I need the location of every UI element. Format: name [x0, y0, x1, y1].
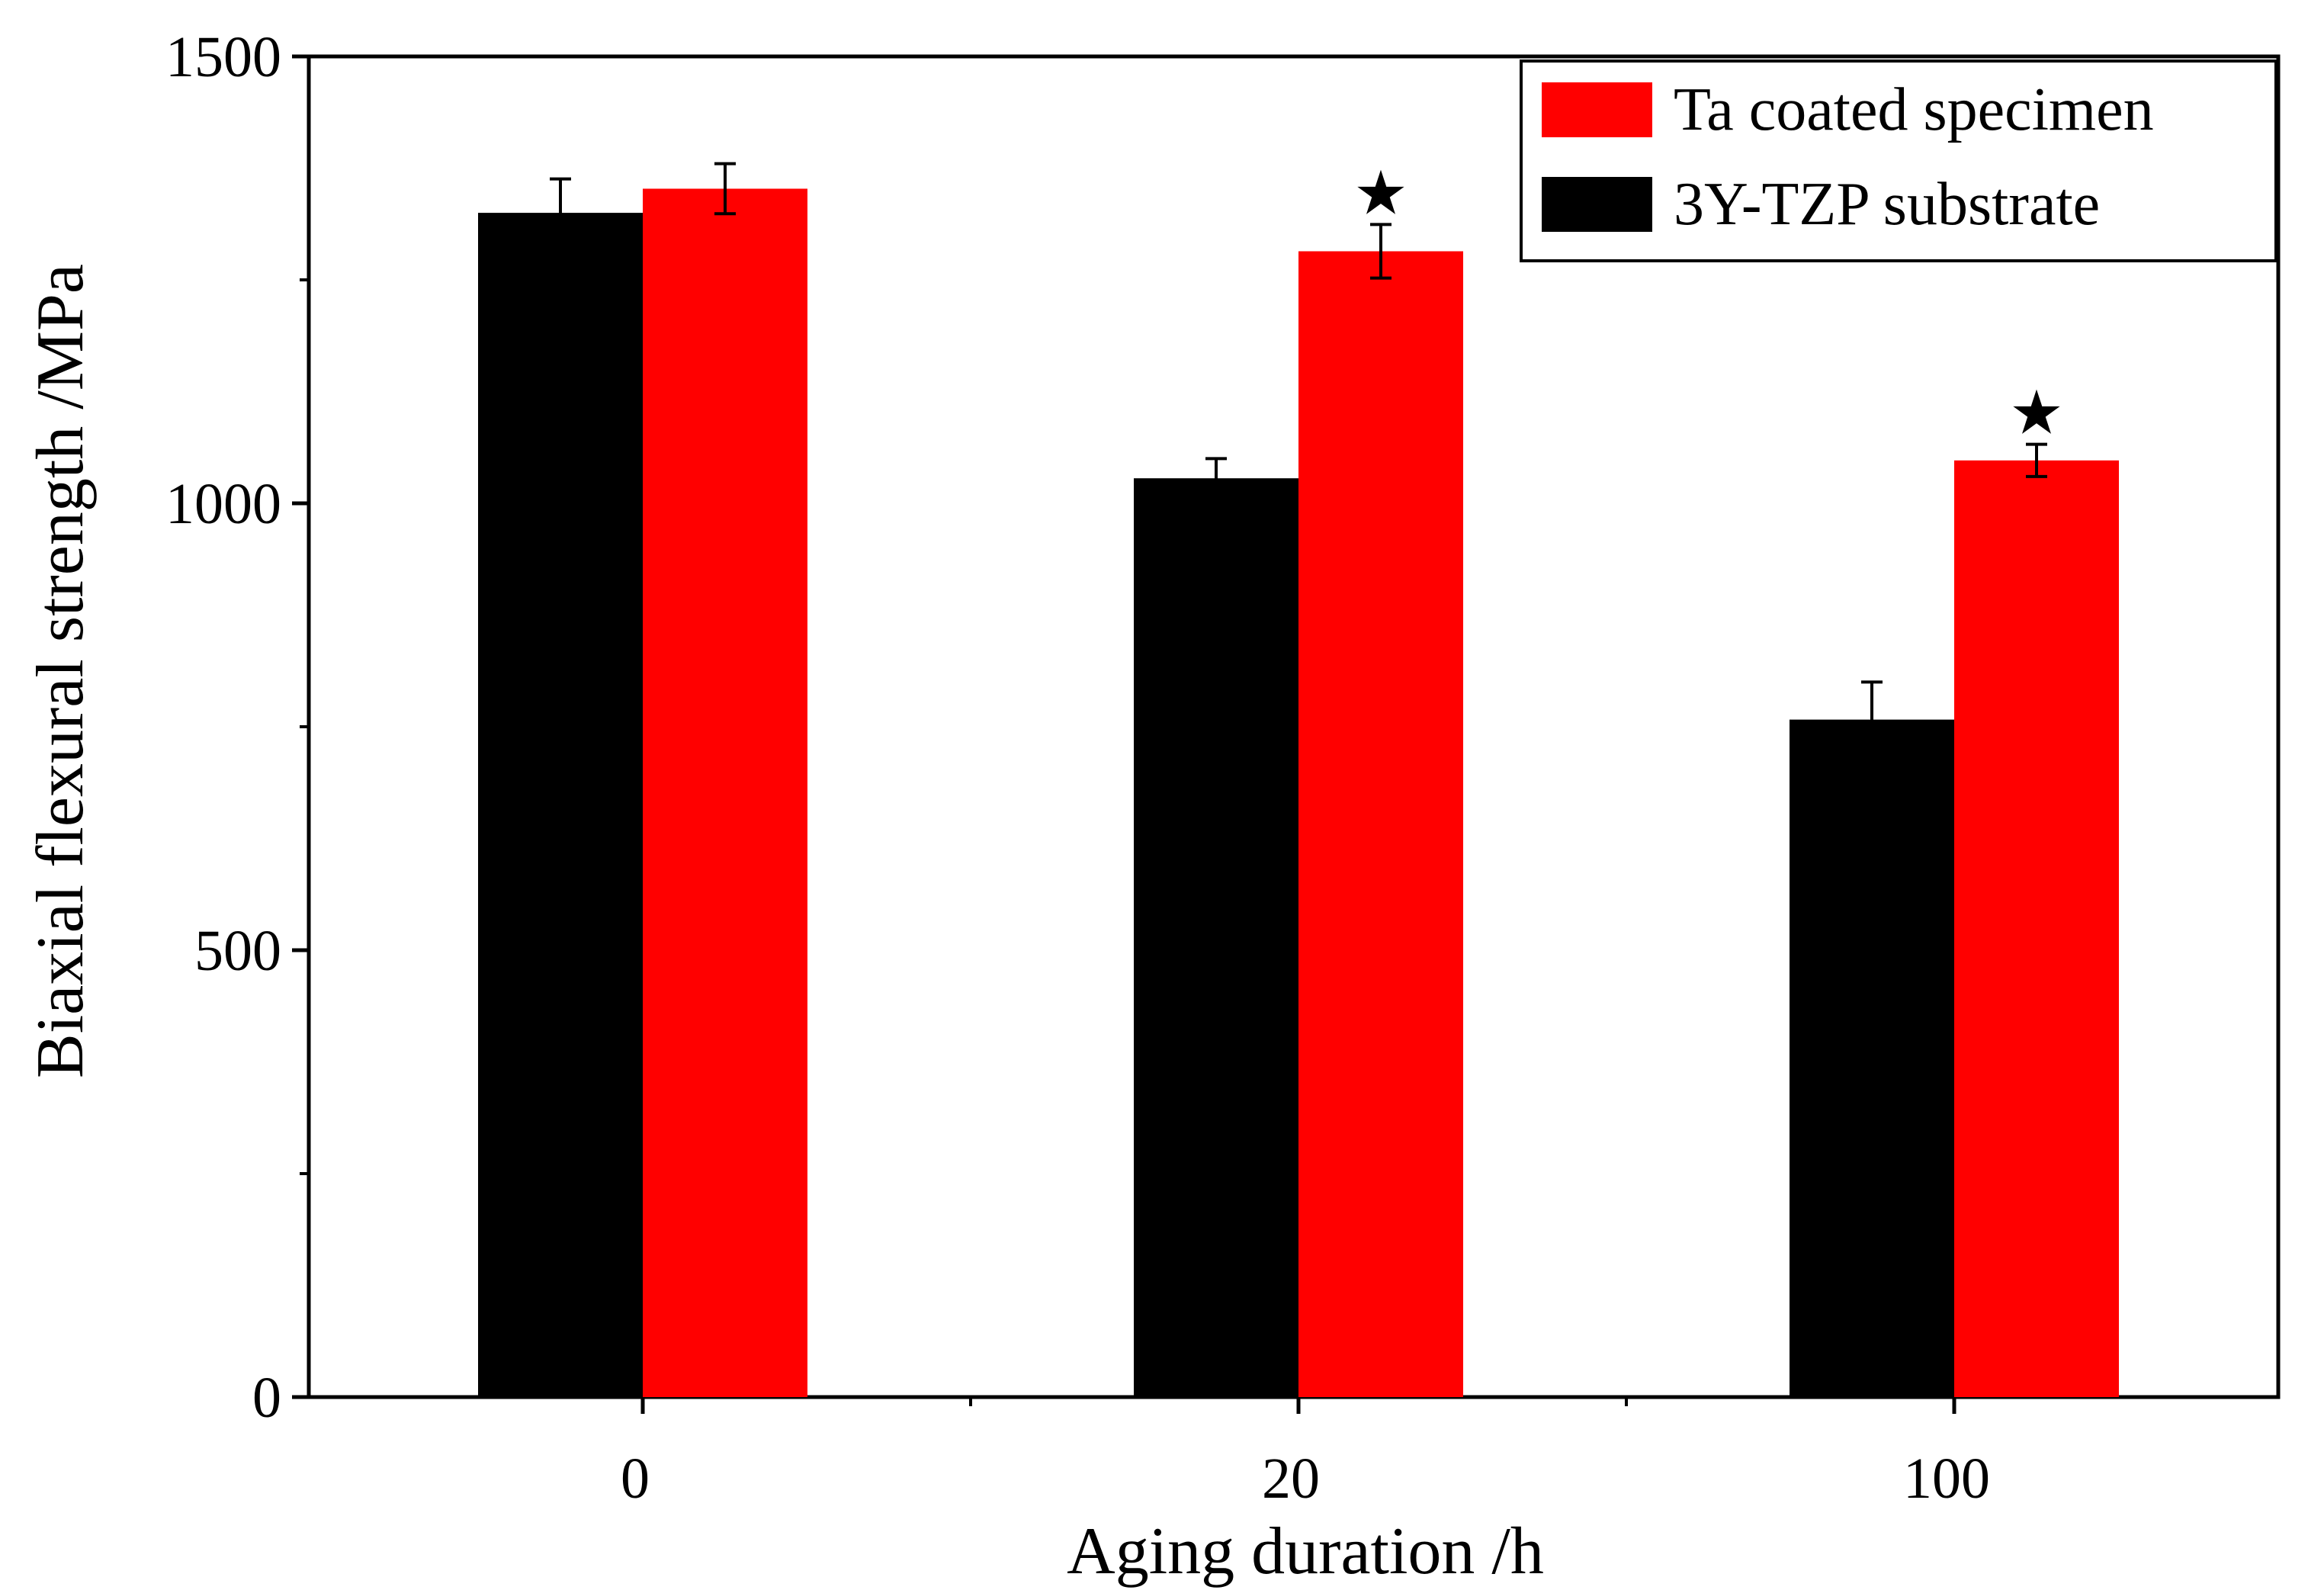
x-tick-label: 20: [1262, 1447, 1320, 1511]
legend-swatch-ta-coated: [1542, 82, 1652, 137]
bar: [478, 213, 643, 1398]
x-axis: 0 20 100: [621, 1397, 1990, 1511]
bar: [1790, 719, 1954, 1397]
bar: [1134, 478, 1298, 1397]
bar: [1954, 460, 2119, 1397]
legend-label-3y-tzp: 3Y-TZP substrate: [1674, 171, 2100, 238]
bar: [643, 188, 807, 1397]
y-tick-label: 0: [252, 1366, 281, 1430]
x-tick-label: 100: [1903, 1447, 1990, 1511]
legend-swatch-3y-tzp: [1542, 177, 1652, 232]
significance-star: ★: [1353, 157, 1408, 228]
significance-markers: ★★: [1353, 157, 2064, 448]
y-axis: 0 500 1000 1500: [165, 25, 309, 1430]
y-axis-title: Biaxial flexural strength /MPa: [24, 264, 98, 1078]
y-tick-label: 500: [194, 919, 281, 983]
bar: [1298, 251, 1463, 1398]
error-bars-layer: [550, 162, 2047, 759]
y-tick-label: 1000: [165, 472, 281, 536]
y-tick-label: 1500: [165, 25, 281, 89]
bars-layer: [478, 188, 2119, 1398]
x-axis-title: Aging duration /h: [1067, 1515, 1544, 1588]
legend-label-ta-coated: Ta coated specimen: [1674, 76, 2154, 143]
x-tick-label: 0: [621, 1447, 650, 1511]
legend: Ta coated specimen 3Y-TZP substrate: [1520, 59, 2277, 262]
significance-star: ★: [2009, 377, 2064, 448]
